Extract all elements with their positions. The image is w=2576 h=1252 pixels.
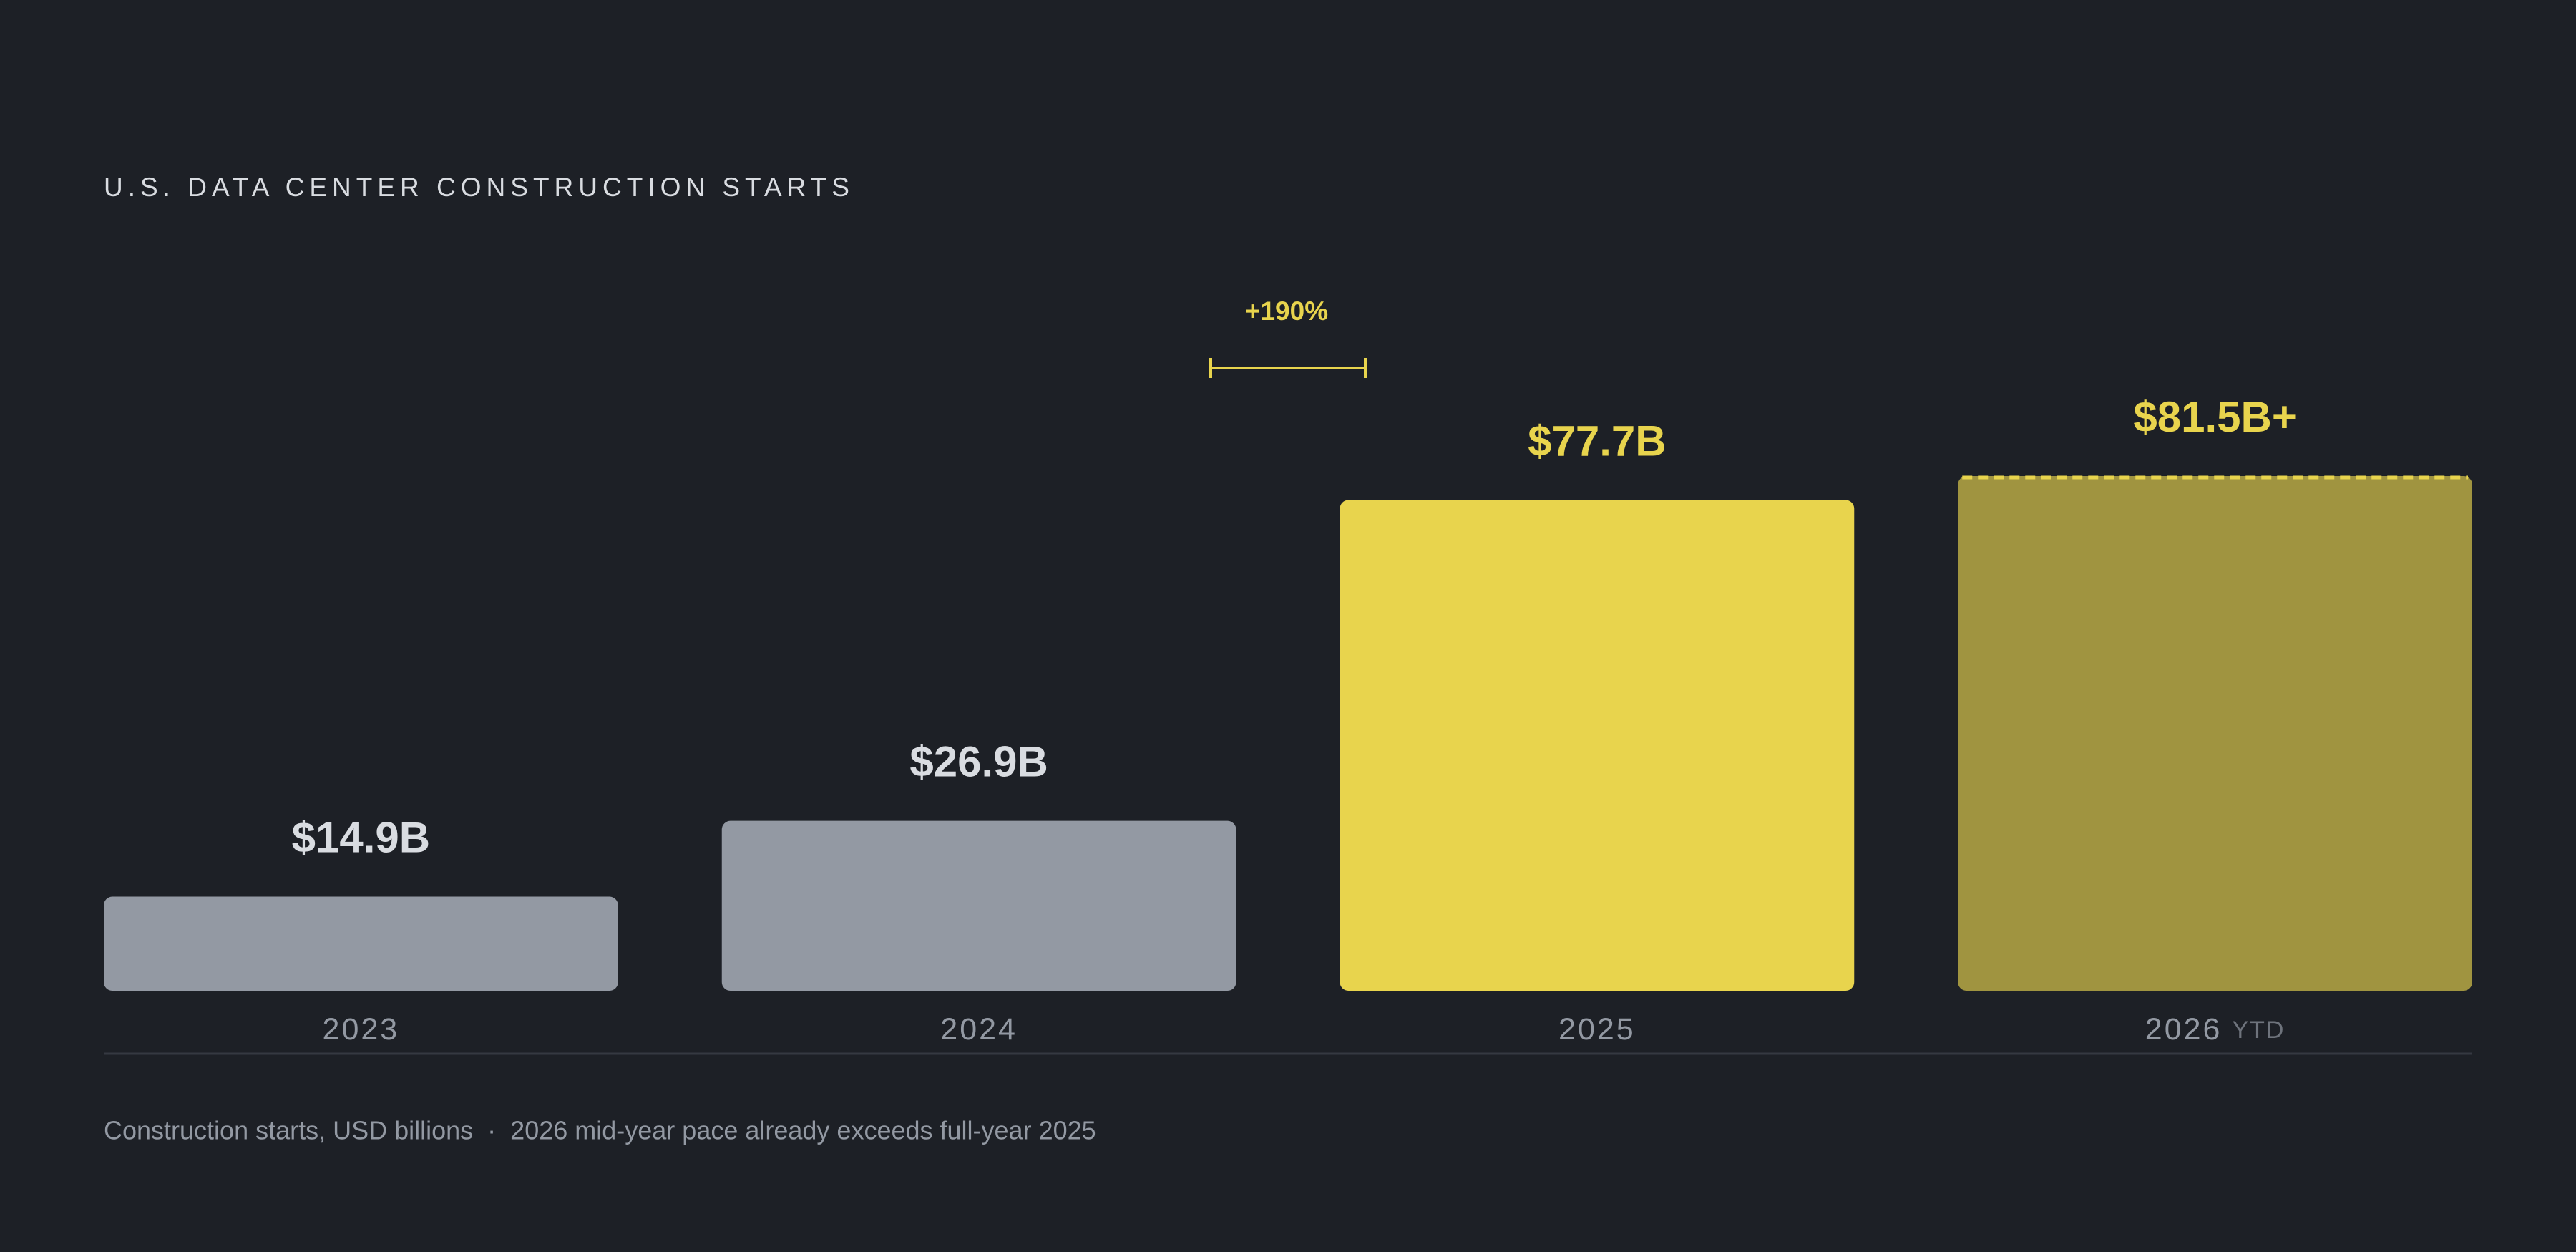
footnote: Construction starts, USD billions · 2026… bbox=[104, 1116, 1096, 1145]
chart-title: U.S. DATA CENTER CONSTRUCTION STARTS bbox=[104, 173, 854, 202]
x-tick-label: 2023 bbox=[323, 1012, 400, 1047]
bar bbox=[1958, 476, 2472, 991]
category: 2026 bbox=[2145, 1012, 2223, 1047]
category: 2024 bbox=[940, 1012, 1018, 1047]
value-label: $14.9B bbox=[292, 813, 430, 861]
bar bbox=[1340, 500, 1855, 991]
value-label: $26.9B bbox=[909, 738, 1048, 786]
category-note: YTD bbox=[2232, 1016, 2285, 1044]
annotation-bracket bbox=[1209, 358, 1367, 378]
category: 2025 bbox=[1558, 1012, 1636, 1047]
value-label: $77.7B bbox=[1528, 417, 1666, 465]
x-tick-label: 2025 bbox=[1558, 1012, 1636, 1047]
x-tick-label: 2026 YTD bbox=[2145, 1012, 2285, 1047]
value-label: $81.5B+ bbox=[2133, 393, 2297, 441]
bar bbox=[104, 896, 618, 991]
x-tick-label: 2024 bbox=[940, 1012, 1018, 1047]
category: 2023 bbox=[323, 1012, 400, 1047]
bar bbox=[721, 820, 1236, 991]
annotation: +190% bbox=[1245, 296, 1328, 326]
